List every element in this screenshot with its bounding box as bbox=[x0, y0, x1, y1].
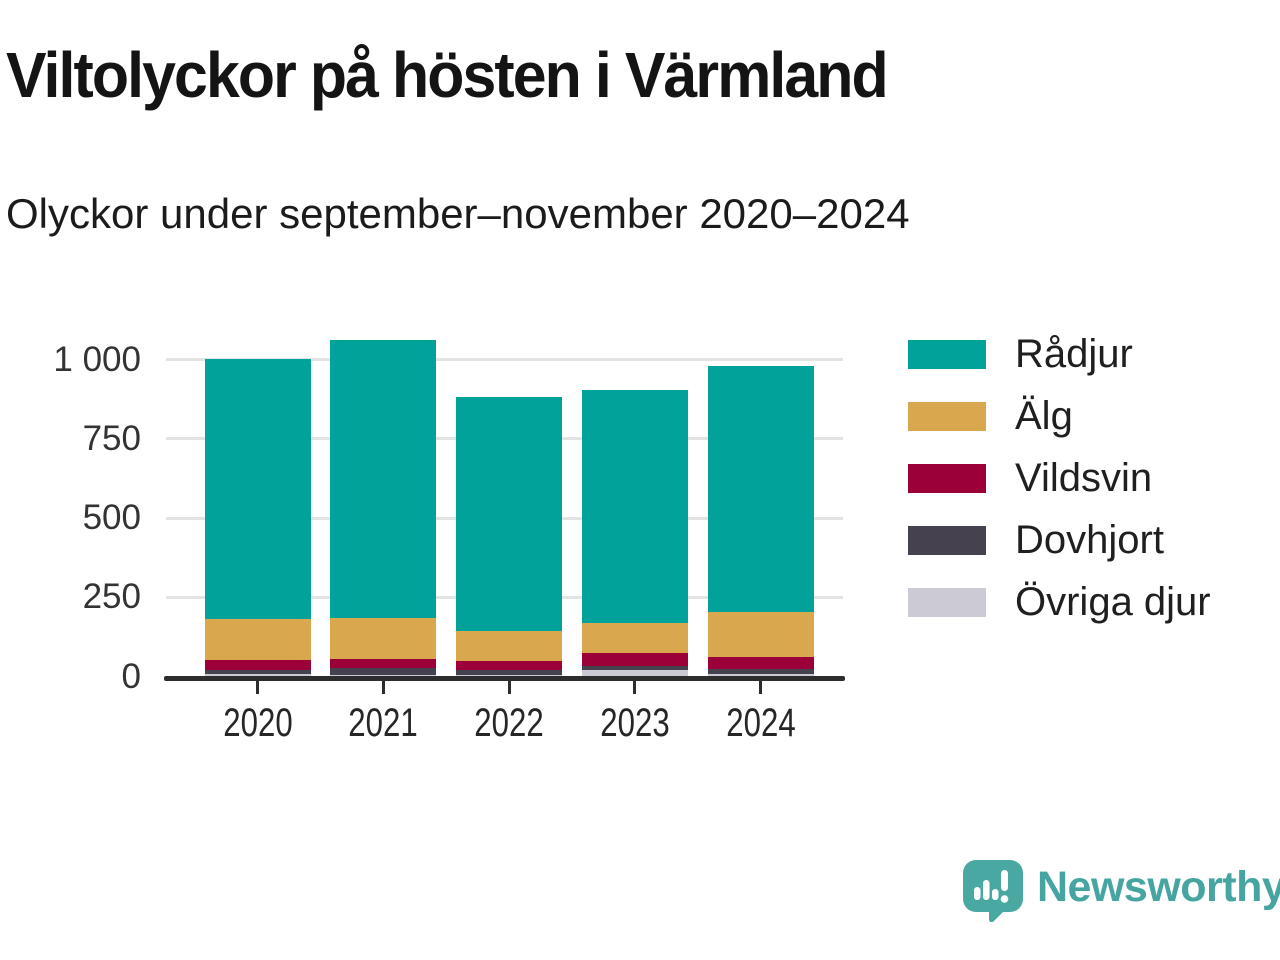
bar-segment-2020-Dovhjort bbox=[204, 670, 311, 674]
bar-segment-2020-Övriga djur bbox=[204, 673, 311, 677]
y-axis-tick-label: 500 bbox=[82, 498, 141, 537]
bar-segment-2022-Dovhjort bbox=[456, 669, 562, 675]
bar-segment-2024-Älg bbox=[707, 612, 814, 658]
bar-segment-2023-Älg bbox=[581, 623, 688, 654]
legend-item-Rådjur: Rådjur bbox=[908, 332, 1211, 376]
bar-segment-2023-Övriga djur bbox=[581, 670, 688, 677]
bar-segment-2020-Rådjur bbox=[204, 358, 311, 620]
bar-segment-2022-Vildsvin bbox=[456, 660, 562, 670]
x-axis-tick bbox=[633, 681, 637, 694]
legend-label: Vildsvin bbox=[1015, 456, 1153, 500]
x-axis-tick-label: 2023 bbox=[600, 701, 670, 745]
legend-label: Rådjur bbox=[1015, 332, 1133, 376]
brand-name: Newsworthy bbox=[1037, 863, 1280, 911]
bar-segment-2024-Övriga djur bbox=[707, 673, 814, 677]
legend: Rådjur Älg Vildsvin Dovhjort Övriga djur bbox=[908, 332, 1211, 624]
bar-segment-2021-Övriga djur bbox=[330, 674, 437, 677]
legend-item-Älg: Älg bbox=[908, 394, 1211, 438]
y-axis-tick-label: 1 000 bbox=[53, 339, 141, 379]
bar-segment-2021-Älg bbox=[330, 618, 437, 660]
x-axis-tick-label: 2024 bbox=[725, 701, 796, 745]
x-axis-tick bbox=[381, 681, 385, 694]
y-axis-tick-label: 250 bbox=[82, 577, 141, 617]
x-axis-tick bbox=[759, 681, 762, 694]
chart-title: Viltolyckor på hösten i Värmland bbox=[6, 39, 889, 111]
y-axis-tick-label: 0 bbox=[121, 656, 141, 696]
legend-item-Dovhjort: Dovhjort bbox=[908, 518, 1211, 562]
bar-segment-2024-Rådjur bbox=[707, 365, 814, 613]
bar-segment-2021-Rådjur bbox=[330, 340, 437, 619]
bar-segment-2024-Vildsvin bbox=[707, 657, 814, 669]
y-axis-tick-label: 750 bbox=[82, 418, 141, 458]
legend-swatch bbox=[908, 526, 986, 555]
gridline-1000 bbox=[166, 358, 843, 361]
bar-segment-2020-Vildsvin bbox=[204, 660, 311, 671]
bar-segment-2020-Älg bbox=[204, 619, 311, 660]
bar-segment-2022-Älg bbox=[456, 631, 562, 661]
legend-swatch bbox=[908, 340, 986, 369]
bar-segment-2022-Rådjur bbox=[456, 396, 562, 632]
x-axis-tick-label: 2021 bbox=[348, 701, 418, 745]
legend-swatch bbox=[908, 464, 986, 493]
legend-label: Dovhjort bbox=[1015, 518, 1164, 562]
legend-label: Älg bbox=[1015, 394, 1073, 438]
legend-item-Övriga djur: Övriga djur bbox=[908, 580, 1211, 624]
legend-swatch bbox=[908, 402, 986, 431]
bar-segment-2023-Rådjur bbox=[581, 389, 688, 624]
brand-footer: Newsworthy bbox=[963, 860, 1280, 923]
newsworthy-logo-icon bbox=[963, 860, 1023, 923]
x-axis-tick-label: 2020 bbox=[222, 701, 293, 745]
bar-segment-2024-Dovhjort bbox=[707, 668, 814, 674]
legend-item-Vildsvin: Vildsvin bbox=[908, 456, 1211, 500]
bar-segment-2023-Vildsvin bbox=[581, 653, 688, 667]
legend-swatch bbox=[908, 588, 986, 617]
x-axis-tick bbox=[507, 681, 511, 694]
chart-subtitle: Olyckor under september–november 2020–20… bbox=[6, 190, 910, 237]
x-axis-line bbox=[164, 676, 845, 681]
x-axis-tick-label: 2022 bbox=[474, 701, 544, 745]
bar-segment-2023-Dovhjort bbox=[581, 666, 688, 671]
x-axis-tick bbox=[256, 681, 259, 694]
bar-segment-2021-Dovhjort bbox=[330, 667, 437, 675]
bar-segment-2021-Vildsvin bbox=[330, 659, 437, 668]
legend-label: Övriga djur bbox=[1015, 580, 1211, 624]
bar-segment-2022-Övriga djur bbox=[456, 674, 562, 677]
